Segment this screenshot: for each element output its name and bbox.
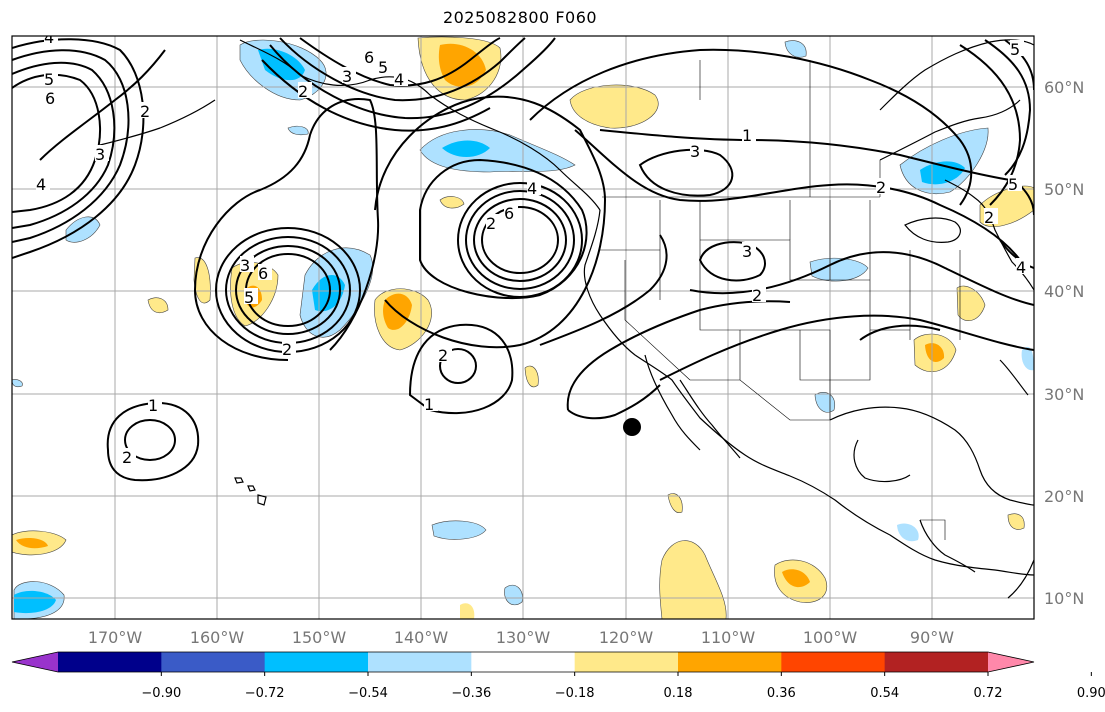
- colorbar-tick-label: 0.72: [974, 686, 1003, 701]
- colorbar-tick-label: 0.54: [870, 686, 899, 701]
- lat-label: 10°N: [1044, 589, 1084, 608]
- contour-label: 5: [244, 288, 254, 307]
- colorbar-tick-label: −0.72: [245, 686, 285, 701]
- lon-label: 130°W: [496, 628, 551, 647]
- storm-center-marker: [623, 418, 641, 436]
- lon-label: 110°W: [701, 628, 756, 647]
- contour-label: 3: [95, 145, 105, 164]
- lat-label: 40°N: [1044, 282, 1084, 301]
- contour-label: 5: [1010, 40, 1020, 59]
- contour-label: 2: [122, 448, 132, 467]
- colorbar: [11, 651, 1035, 673]
- contour-label: 5: [1008, 175, 1018, 194]
- lat-label: 60°N: [1044, 78, 1084, 97]
- contour-label: 3: [742, 242, 752, 261]
- contour-label: 2: [752, 286, 762, 305]
- contour-label: 4: [394, 70, 404, 89]
- colorbar-tick-label: −0.90: [141, 686, 181, 701]
- coastlines: [99, 39, 1034, 599]
- contour-label: 6: [504, 204, 514, 223]
- contour-label: 2: [298, 82, 308, 101]
- colorbar-tick-label: 0.36: [767, 686, 796, 701]
- lon-label: 120°W: [599, 628, 654, 647]
- lat-label: 20°N: [1044, 487, 1084, 506]
- colorbar-tick-label: −0.54: [348, 686, 388, 701]
- colorbar-outline: [11, 651, 1035, 673]
- colorbar-extend-max: [988, 652, 1034, 672]
- colorbar-tick-label: 0.18: [664, 686, 693, 701]
- chart-title: 2025082800 F060: [442, 8, 598, 27]
- contour-label: 2: [282, 340, 292, 359]
- colorbar-tick-label: 0.90: [1077, 686, 1105, 701]
- contour-label: 4: [527, 179, 537, 198]
- contour-label: 1: [742, 126, 752, 145]
- lon-label: 160°W: [190, 628, 245, 647]
- contour-labels: 4 5 6 4 3 2 6 5 4 3 2 3 6 5: [36, 28, 1030, 467]
- lat-label: 50°N: [1044, 180, 1084, 199]
- longitude-labels: 170°W 160°W 150°W 140°W 130°W 120°W 110°…: [88, 628, 954, 647]
- contour-label: 6: [45, 89, 55, 108]
- contour-label: 5: [378, 58, 388, 77]
- colorbar-tick-labels: −0.90 −0.72 −0.54 −0.36 −0.18 0.18 0.36 0.54 0.7…: [141, 672, 1105, 701]
- colorbar-segment: [264, 652, 369, 672]
- map-panel: 4 5 6 4 3 2 6 5 4 3 2 3 6 5: [12, 28, 1034, 619]
- colorbar-segment: [161, 652, 266, 672]
- contour-label: 2: [486, 214, 496, 233]
- contour-label: 6: [258, 264, 268, 283]
- colorbar-segment: [781, 652, 886, 672]
- contour-label: 2: [876, 178, 886, 197]
- lon-label: 150°W: [292, 628, 347, 647]
- contour-label: 2: [984, 208, 994, 227]
- contour-label: 6: [364, 48, 374, 67]
- contour-label: 4: [44, 28, 54, 47]
- colorbar-segment: [574, 652, 679, 672]
- colorbar-segment: [368, 652, 472, 672]
- colorbar-segment: [471, 652, 576, 672]
- contour-label: 3: [240, 256, 250, 275]
- lon-label: 170°W: [88, 628, 143, 647]
- latitude-labels: 60°N 50°N 40°N 30°N 20°N 10°N: [1044, 78, 1084, 608]
- colorbar-segment: [884, 652, 989, 672]
- lon-label: 100°W: [803, 628, 858, 647]
- contour-label: 3: [690, 142, 700, 161]
- contour-label: 1: [424, 395, 434, 414]
- colorbar-tick-label: −0.36: [451, 686, 491, 701]
- contour-label: 1: [148, 396, 158, 415]
- lon-label: 140°W: [394, 628, 449, 647]
- contour-label: 2: [438, 346, 448, 365]
- lat-label: 30°N: [1044, 385, 1084, 404]
- colorbar-tick-label: −0.18: [555, 686, 595, 701]
- lon-label: 90°W: [910, 628, 954, 647]
- colorbar-segment: [58, 652, 162, 672]
- contour-label: 2: [140, 102, 150, 121]
- colorbar-segment: [678, 652, 782, 672]
- map-frame: [11, 35, 1035, 620]
- contour-label: 5: [44, 70, 54, 89]
- contour-label: 4: [1016, 258, 1026, 277]
- colorbar-extend-min: [12, 652, 58, 672]
- contour-label: 3: [342, 67, 352, 86]
- contour-label: 4: [36, 175, 46, 194]
